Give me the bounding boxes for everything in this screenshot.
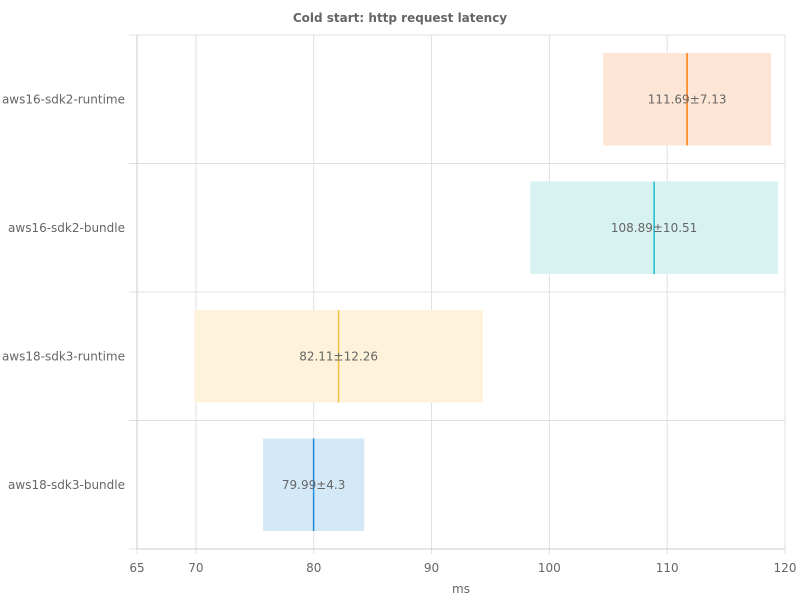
x-tick-label: 90 xyxy=(424,561,439,575)
x-tick-label: 120 xyxy=(774,561,797,575)
x-tick-label: 80 xyxy=(306,561,321,575)
y-category-label: aws16-sdk2-bundle xyxy=(8,221,125,235)
x-tick-label: 70 xyxy=(188,561,203,575)
y-category-label: aws18-sdk3-bundle xyxy=(8,478,125,492)
data-label: 79.99±4.3 xyxy=(282,478,346,492)
y-category-label: aws16-sdk2-runtime xyxy=(2,92,125,106)
axes: 65 70 80 90 100 110 120 aws16-sdk2-runtime aws16… xyxy=(2,35,797,575)
bars: 111.69±7.13 108.89±10.51 82.11±12.26 79.99±… xyxy=(194,52,778,532)
x-tick-label: 100 xyxy=(538,561,561,575)
data-label: 111.69±7.13 xyxy=(648,92,727,106)
y-category-label: aws18-sdk3-runtime xyxy=(2,349,125,363)
x-axis-label: ms xyxy=(452,582,470,596)
data-label: 82.11±12.26 xyxy=(299,349,378,363)
x-tick-label: 65 xyxy=(129,561,144,575)
x-tick-label: 110 xyxy=(656,561,679,575)
chart-title: Cold start: http request latency xyxy=(293,11,507,25)
data-label: 108.89±10.51 xyxy=(611,221,697,235)
